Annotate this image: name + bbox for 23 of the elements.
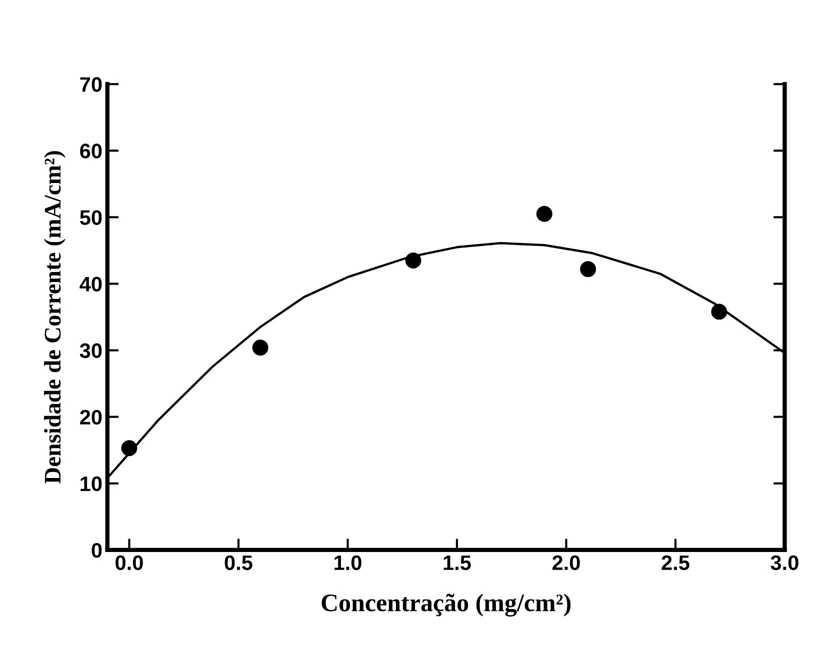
point <box>536 206 552 222</box>
y-tick-label: 0 <box>92 542 102 558</box>
x-tick-label: 1.0 <box>334 555 362 570</box>
y-tick-label: 10 <box>80 476 102 492</box>
y-axis-title: Densidade de Corrente (mA/cm²) <box>44 151 66 484</box>
y-tick-label: 60 <box>80 144 102 158</box>
point <box>252 340 268 356</box>
x-tick-label: 3.0 <box>770 555 798 570</box>
x-tick-label: 0.5 <box>224 555 252 570</box>
y-tick-label: 20 <box>80 410 102 425</box>
y-tick-label: 30 <box>80 343 102 358</box>
point <box>121 440 138 456</box>
y-tick-label: 70 <box>80 77 102 92</box>
x-tick-label: 0.0 <box>116 555 143 570</box>
x-tick-label: 2.0 <box>552 555 580 570</box>
x-tick-label: 1.5 <box>444 556 471 570</box>
point <box>580 261 596 278</box>
point <box>711 304 728 320</box>
y-tick-label: 50 <box>80 210 102 225</box>
y-tick-label: 40 <box>80 276 102 292</box>
x-axis-title: Concentração (mg/cm²) <box>322 594 571 617</box>
point <box>405 252 422 268</box>
x-tick-label: 2.5 <box>662 555 690 570</box>
